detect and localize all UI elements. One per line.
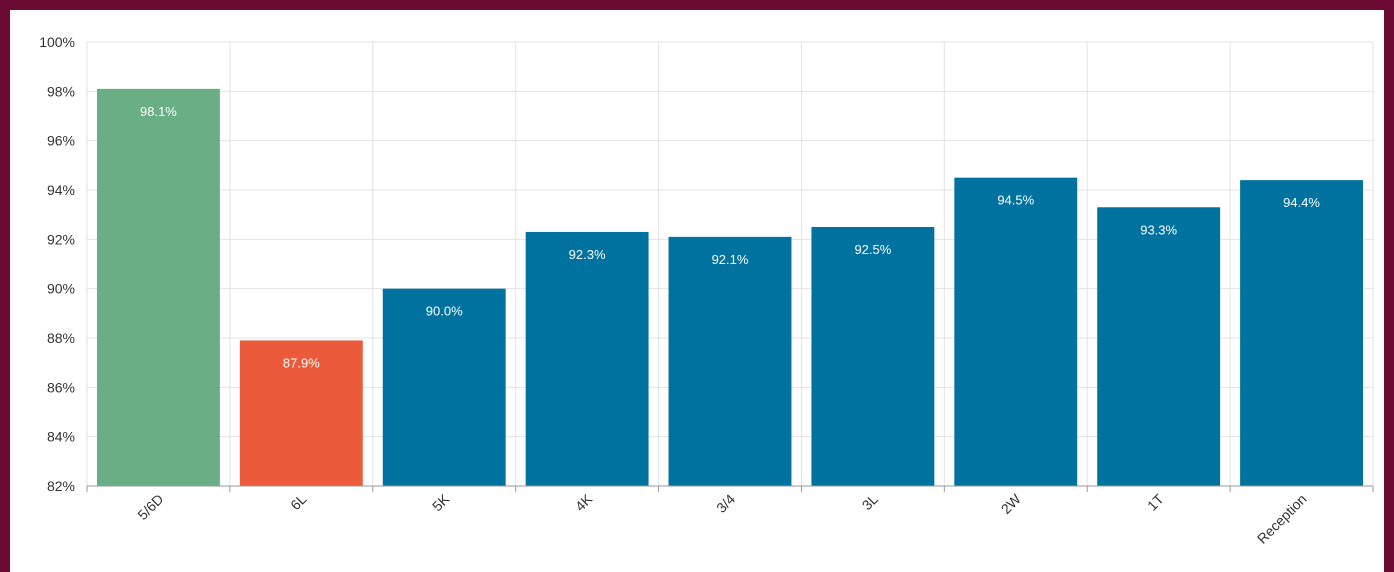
y-tick-label: 100% [39,34,75,50]
bar [525,231,649,486]
bar [382,288,506,486]
y-tick-label: 84% [47,429,75,445]
category-label: 5/6D [134,491,166,523]
y-tick-label: 92% [47,231,75,247]
data-label: 93.3% [1140,222,1177,237]
bar [239,340,363,486]
data-label: 92.1% [712,252,749,267]
category-label: 1T [1144,490,1167,513]
bar [811,227,935,486]
bar [668,236,792,486]
category-label: 5K [429,490,453,514]
data-label: 90.0% [426,304,463,319]
category-label: 4K [572,490,596,514]
data-label: 94.5% [997,193,1034,208]
y-tick-label: 86% [47,379,75,395]
data-label: 92.3% [569,247,606,262]
category-label: 3L [859,491,881,513]
y-tick-label: 82% [47,478,75,494]
category-label: 2W [998,490,1025,517]
category-label: Reception [1254,491,1310,547]
y-tick-label: 98% [47,83,75,99]
bar [1097,207,1221,486]
y-tick-label: 94% [47,182,75,198]
y-tick-label: 96% [47,133,75,149]
data-label: 98.1% [140,104,177,119]
data-label: 92.5% [854,242,891,257]
category-label: 3/4 [713,491,738,516]
bar [954,177,1078,486]
bar [1240,180,1363,486]
category-label: 6L [287,491,309,513]
bar [97,88,220,486]
y-tick-label: 88% [47,330,75,346]
bar-chart: 82% 84% 86% 88% 90% 92% 94% 96% 98% 100% 98.1% 5/6D… [39,34,1374,547]
chart-panel: 82% 84% 86% 88% 90% 92% 94% 96% 98% 100% 98.1% 5/6D… [10,10,1384,572]
y-tick-label: 90% [47,281,75,297]
data-label: 94.4% [1283,195,1320,210]
data-label: 87.9% [283,355,320,370]
